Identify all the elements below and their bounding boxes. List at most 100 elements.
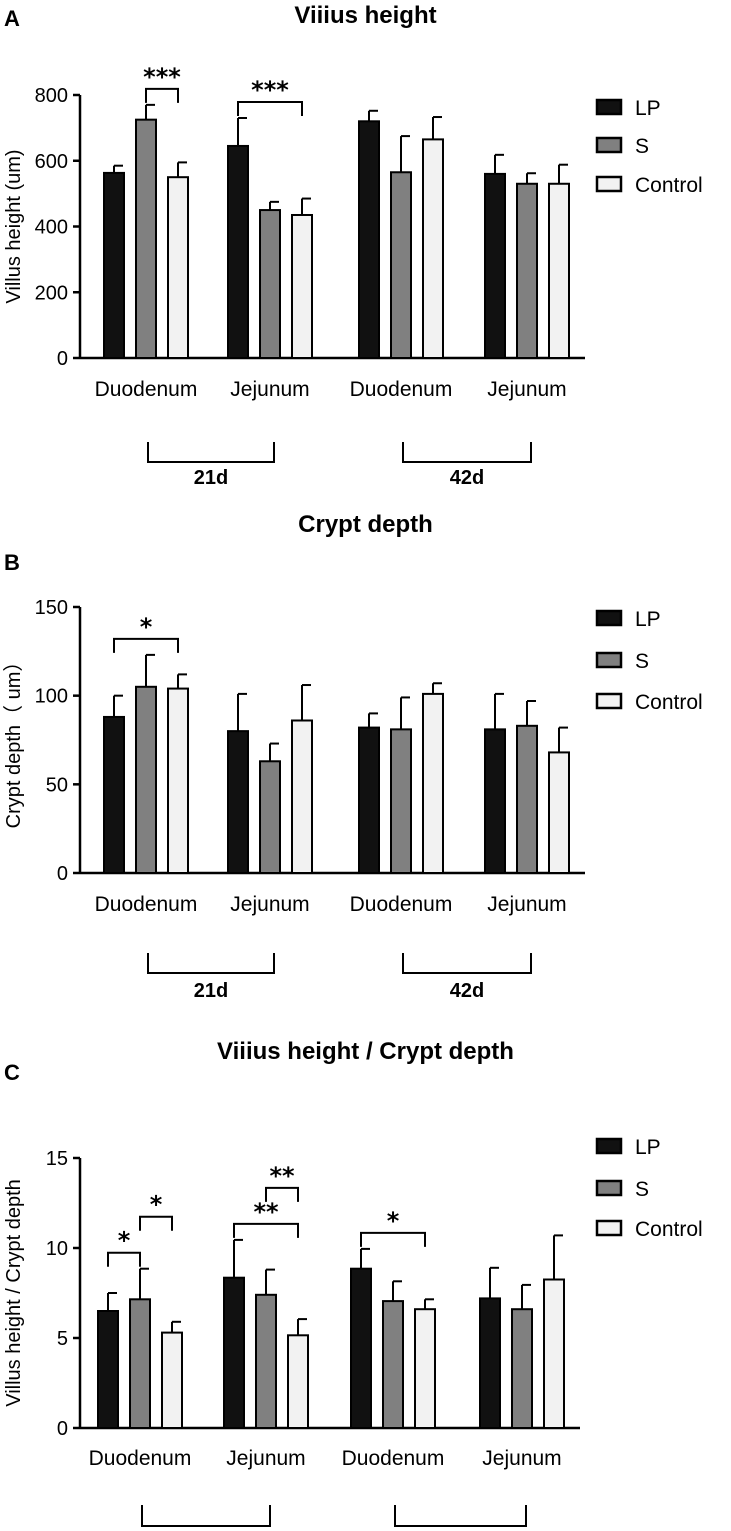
bar-control xyxy=(548,751,570,874)
significance-bracket xyxy=(139,1215,173,1231)
bar-s xyxy=(259,760,281,874)
legend-swatch-lp xyxy=(595,1137,623,1155)
y-tick-label: 50 xyxy=(46,774,68,796)
bar-control xyxy=(422,692,444,874)
bar-control xyxy=(167,687,189,874)
group-label: 42d xyxy=(450,467,484,489)
y-tick-label: 150 xyxy=(35,597,68,619)
bar-control xyxy=(548,182,570,359)
group-bracket xyxy=(402,442,532,463)
bar-s xyxy=(259,209,281,359)
bar-s xyxy=(516,182,538,359)
bar-s xyxy=(135,685,157,874)
panel-b: B Crypt depth Crypt depth（ um） 0 50 100 150 D… xyxy=(0,505,731,1010)
legend-label: S xyxy=(635,1178,649,1201)
y-tick-label: 600 xyxy=(35,151,68,173)
chart-title: Crypt depth xyxy=(298,511,433,538)
panel-a: A Viiius height Villus height (um) 0 200 40… xyxy=(0,0,731,505)
y-axis-label: Crypt depth（ um） xyxy=(2,652,25,829)
significance-bracket xyxy=(113,637,179,653)
bar-chart-crypt-depth: Crypt depth（ um） 0 50 100 150 Duodenum Jejunum… xyxy=(2,597,703,1002)
group-label: 21d xyxy=(194,980,228,1002)
y-tick-label: 0 xyxy=(57,348,68,370)
panel-c: C Viiius height / Crypt depth Villus hei… xyxy=(0,1010,731,1531)
bar-lp xyxy=(484,172,506,359)
bar-control xyxy=(543,1278,565,1429)
bar-s xyxy=(516,724,538,874)
bar-control xyxy=(291,213,313,359)
bar-s xyxy=(382,1300,404,1430)
significance-label: ** xyxy=(269,1162,295,1190)
legend-label: S xyxy=(635,135,649,158)
bar-s xyxy=(135,118,157,359)
category-label: Jejunum xyxy=(230,378,309,401)
group-bracket xyxy=(147,953,275,974)
category-label: Duodenum xyxy=(95,893,198,916)
legend-swatch-s xyxy=(595,651,623,669)
category-label: Duodenum xyxy=(350,893,453,916)
panel-letter: A xyxy=(4,6,20,31)
bar-control xyxy=(422,138,444,359)
legend-swatch-lp xyxy=(595,98,623,116)
category-label: Duodenum xyxy=(89,1447,192,1470)
legend-swatch-s xyxy=(595,136,623,154)
legend-label: Control xyxy=(635,1218,703,1241)
significance-bracket xyxy=(360,1231,426,1247)
category-label: Duodenum xyxy=(342,1447,445,1470)
bar-lp xyxy=(479,1297,501,1429)
significance-bracket xyxy=(237,101,303,117)
bar-chart-villus-crypt-ratio: Villus height / Crypt depth 0 5 10 15 Duodenu… xyxy=(3,1136,703,1527)
y-tick-label: 400 xyxy=(35,217,68,239)
bar-control xyxy=(167,176,189,359)
legend-swatch-control xyxy=(595,175,623,193)
y-tick-label: 0 xyxy=(57,863,68,885)
panel-letter: B xyxy=(4,550,20,575)
category-label: Jejunum xyxy=(482,1447,561,1470)
legend-label: Control xyxy=(635,174,703,197)
panel-letter: C xyxy=(4,1060,20,1085)
legend-label: S xyxy=(635,650,649,673)
group-bracket xyxy=(394,1505,527,1527)
significance-label: * xyxy=(140,613,153,641)
significance-bracket xyxy=(233,1222,299,1238)
bar-s xyxy=(390,171,412,359)
bar-lp xyxy=(227,730,249,874)
y-tick-label: 15 xyxy=(46,1148,68,1170)
legend-swatch-s xyxy=(595,1179,623,1197)
legend-label: LP xyxy=(635,97,661,120)
category-label: Jejunum xyxy=(487,378,566,401)
bar-s xyxy=(129,1298,151,1429)
chart-title: Viiius height / Crypt depth xyxy=(217,1038,514,1065)
y-tick-label: 200 xyxy=(35,282,68,304)
legend-label: LP xyxy=(635,608,661,631)
bar-lp xyxy=(358,120,380,359)
y-tick-label: 800 xyxy=(35,85,68,107)
legend-label: LP xyxy=(635,1136,661,1159)
category-label: Duodenum xyxy=(95,378,198,401)
bar-lp xyxy=(103,715,125,874)
significance-bracket xyxy=(145,87,179,103)
bar-lp xyxy=(227,144,249,359)
legend-label: Control xyxy=(635,691,703,714)
y-tick-label: 100 xyxy=(35,686,68,708)
group-label: 42d xyxy=(450,980,484,1002)
group-bracket xyxy=(141,1505,271,1527)
category-label: Duodenum xyxy=(350,378,453,401)
chart-title: Viiius height xyxy=(294,2,437,29)
legend-swatch-control xyxy=(595,1219,623,1237)
y-tick-label: 5 xyxy=(57,1328,68,1350)
category-label: Jejunum xyxy=(226,1447,305,1470)
significance-label: ** xyxy=(253,1198,279,1226)
significance-label: * xyxy=(118,1227,131,1255)
group-bracket xyxy=(147,442,275,463)
bar-lp xyxy=(350,1267,372,1430)
significance-bracket xyxy=(107,1251,141,1267)
bar-lp xyxy=(223,1276,245,1430)
y-axis-label: Villus height (um) xyxy=(3,149,25,303)
significance-label: *** xyxy=(251,76,289,104)
significance-label: *** xyxy=(143,63,181,91)
bar-s xyxy=(390,728,412,874)
significance-bracket xyxy=(265,1186,299,1202)
category-label: Jejunum xyxy=(487,893,566,916)
y-tick-label: 10 xyxy=(46,1238,68,1260)
